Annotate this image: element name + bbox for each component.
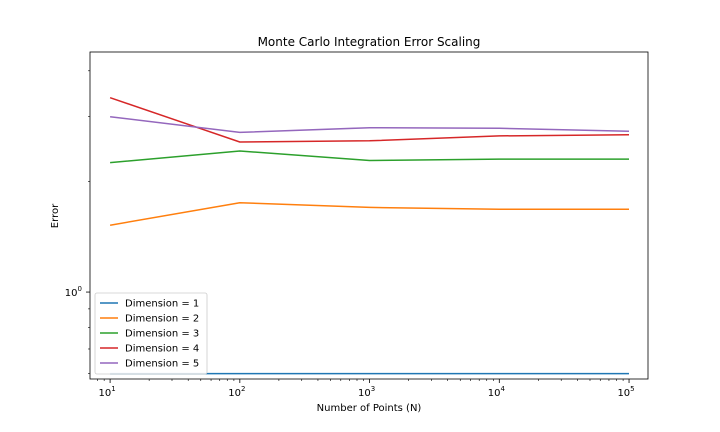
axes: 101 102 103 104 105 100 (65, 51, 649, 399)
series-line-dimension-3 (110, 150, 629, 164)
legend-label-dimension-5: Dimension = 5 (125, 359, 199, 370)
series-line-dimension-5 (110, 115, 630, 134)
legend-label-dimension-3: Dimension = 3 (125, 329, 199, 340)
axes-frame (89, 51, 649, 380)
x-tick-label-1: 101 (98, 385, 115, 399)
series-line-dimension-2 (109, 201, 629, 226)
y-tick-label-1: 100 (65, 285, 82, 299)
x-tick-label-5: 105 (617, 385, 634, 399)
legend-label-dimension-1: Dimension = 1 (125, 299, 199, 310)
x-tick-label-4: 104 (488, 385, 506, 399)
legend-label-dimension-4: Dimension = 4 (125, 344, 199, 355)
legend: Dimension = 1 Dimension = 2 Dimension = 3 D… (94, 292, 208, 375)
legend-box (94, 292, 208, 375)
chart-title: Monte Carlo Integration Error Scaling (258, 35, 481, 49)
x-tick-label-2: 102 (228, 385, 245, 399)
y-axis-label: Error (50, 203, 61, 228)
legend-label-dimension-2: Dimension = 2 (125, 314, 199, 325)
x-tick-label-3: 103 (358, 385, 375, 399)
x-axis-label: Number of Points (N) (317, 403, 422, 414)
